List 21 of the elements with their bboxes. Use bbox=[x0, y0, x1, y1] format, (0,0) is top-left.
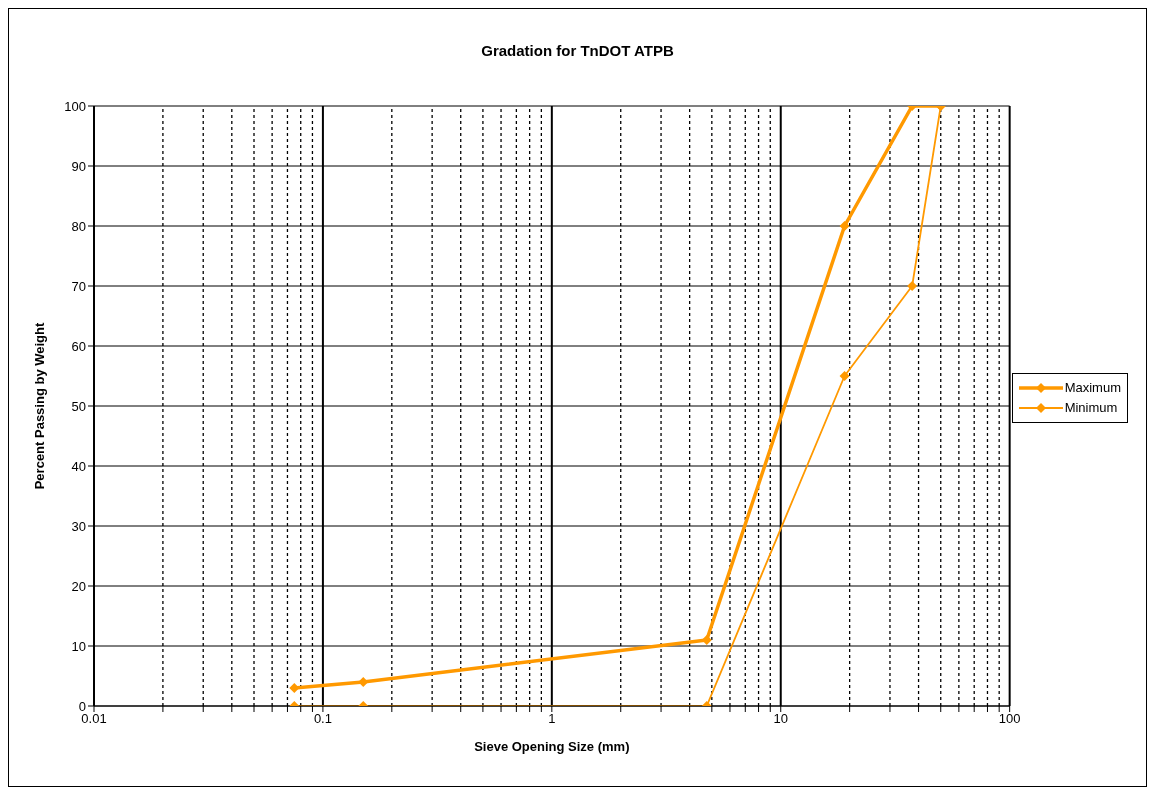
y-tick-label: 60 bbox=[71, 338, 86, 354]
y-tick-label: 90 bbox=[71, 158, 86, 174]
y-tick-label: 0 bbox=[78, 698, 86, 714]
x-tick-label: 1 bbox=[548, 711, 556, 727]
y-tick-label: 20 bbox=[71, 578, 86, 594]
y-tick-label: 70 bbox=[71, 278, 86, 294]
x-tick-label: 100 bbox=[998, 711, 1021, 727]
y-tick-label: 40 bbox=[71, 458, 86, 474]
x-tick-label: 0.1 bbox=[313, 711, 332, 727]
x-axis-title: Sieve Opening Size (mm) bbox=[474, 739, 630, 754]
x-tick-label: 0.01 bbox=[81, 711, 107, 727]
legend-label: Maximum bbox=[1064, 380, 1121, 395]
legend-label: Minimum bbox=[1064, 400, 1118, 415]
y-axis-title: Percent Passing by Weight bbox=[31, 322, 47, 490]
y-tick-label: 100 bbox=[64, 98, 86, 114]
y-tick-label: 50 bbox=[71, 398, 86, 414]
y-tick-label: 10 bbox=[71, 638, 86, 654]
chart-title: Gradation for TnDOT ATPB bbox=[480, 42, 675, 59]
x-tick-label: 10 bbox=[773, 711, 788, 727]
y-tick-label: 80 bbox=[71, 218, 86, 234]
y-tick-label: 30 bbox=[71, 518, 86, 534]
